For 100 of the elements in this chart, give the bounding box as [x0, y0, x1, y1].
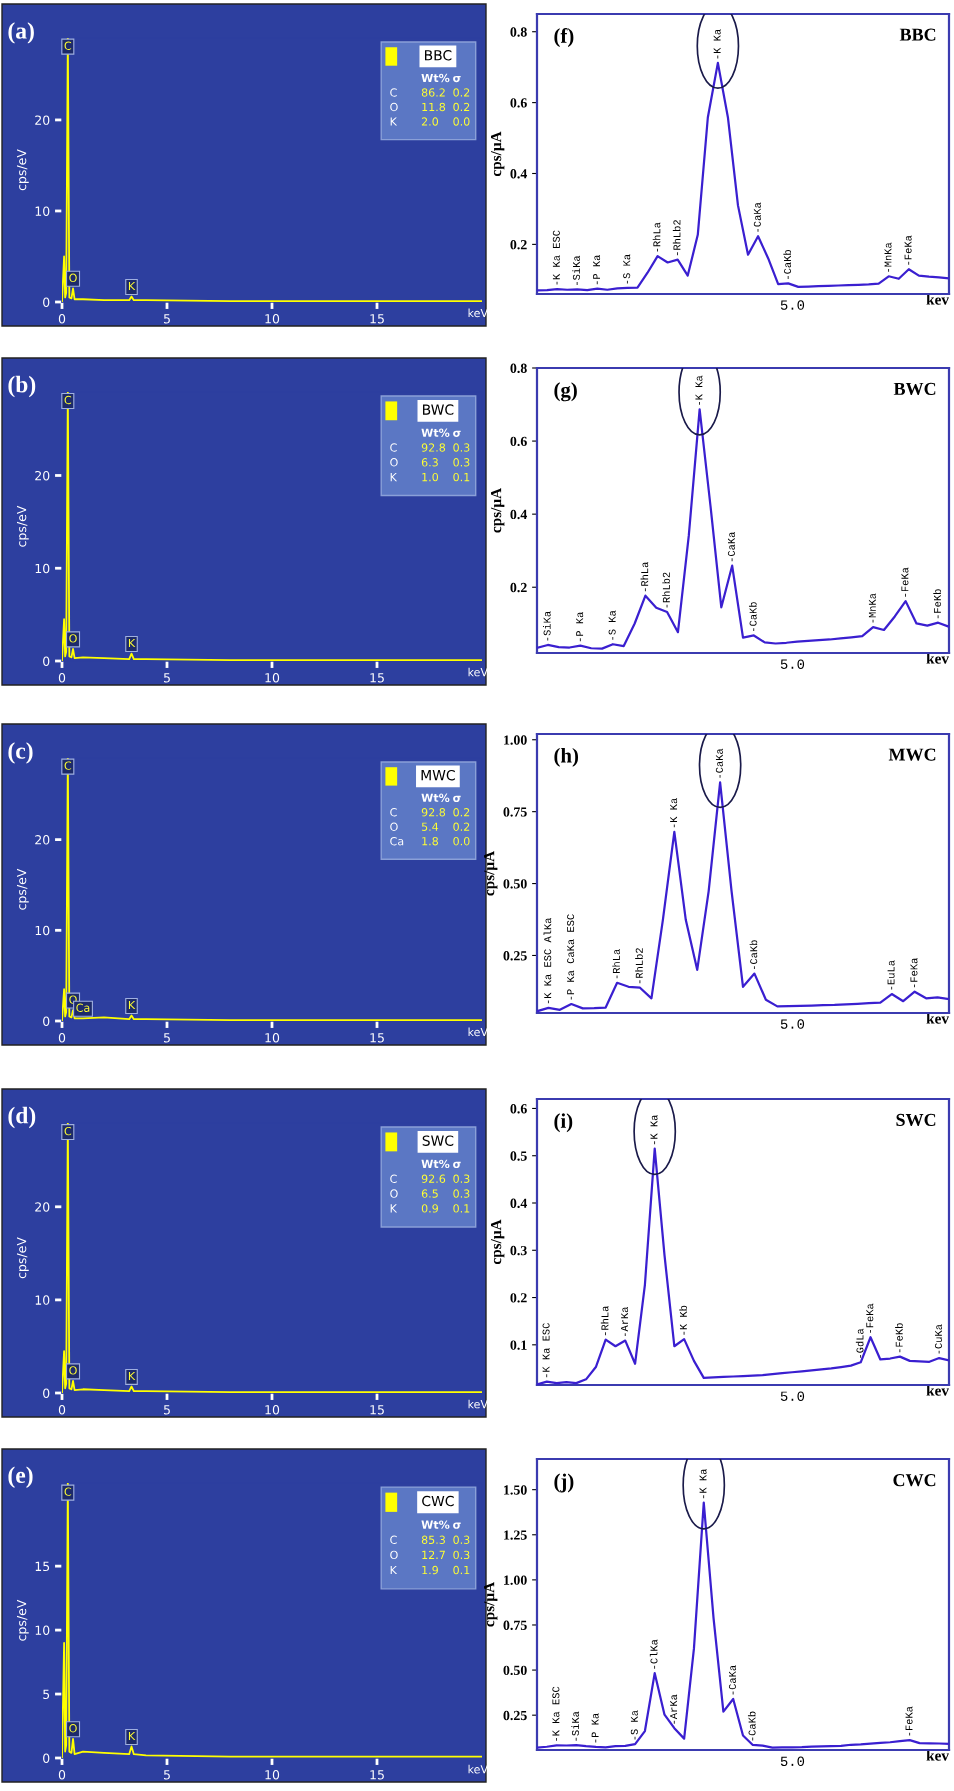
y-tick-label: 0.3 — [510, 1245, 527, 1256]
y-tick-label: 0 — [43, 297, 50, 307]
x-tick-label: 0 — [58, 1033, 66, 1043]
x-tick-label: 5 — [163, 314, 170, 324]
annotation: 0.3 — [453, 443, 470, 452]
y-tick-label: 0.2 — [510, 582, 527, 593]
annotation: -CaKa — [753, 202, 761, 232]
annotation: C — [64, 1126, 72, 1136]
y-axis-title: cps/eV — [17, 1237, 29, 1279]
annotation: 92.8 — [421, 443, 446, 452]
annotation: Wt% — [421, 793, 450, 802]
annotation: -CaKb — [749, 940, 758, 970]
annotation: 0.3 — [453, 1550, 470, 1560]
y-axis-title: cps/eV — [17, 505, 29, 547]
annotation: -P Ka CaKa ESC — [567, 914, 575, 1000]
y-tick-label: 15 — [35, 1561, 50, 1572]
y-tick-label: 10 — [35, 206, 50, 216]
x-tick-label: 5 — [163, 1033, 170, 1043]
annotation: -RhLb2 — [662, 572, 670, 608]
annotation: -RhLb2 — [672, 220, 681, 256]
annotation: K — [390, 1204, 398, 1213]
annotation: -RhLa — [612, 949, 620, 979]
x-tick-label: 15 — [370, 314, 384, 324]
x-axis-title: keV — [468, 667, 488, 677]
chart-title: (d) — [8, 1106, 36, 1129]
annotation: O — [69, 1724, 77, 1733]
annotation: -FeKa — [901, 567, 909, 597]
annotation: 0.2 — [453, 88, 470, 97]
y-axis-title: cps/μA — [491, 488, 505, 533]
y-axis-title: cps/eV — [17, 149, 29, 191]
y-tick-label: 1.50 — [504, 1485, 527, 1495]
annotation: -CaKb — [783, 250, 792, 279]
y-tick-label: 20 — [35, 115, 50, 125]
annotation: -SiKa — [572, 255, 580, 285]
y-tick-label: 0.8 — [510, 27, 527, 37]
x-tick-label: 10 — [265, 314, 280, 324]
x-tick-label: 5 — [163, 1405, 170, 1415]
text: 5.0 — [780, 300, 805, 310]
x-axis-title: keV — [468, 1399, 488, 1409]
annotation: 1.8 — [422, 836, 439, 846]
y-tick-label: 0.4 — [510, 169, 528, 179]
annotation: -CaKb — [747, 1711, 756, 1741]
annotation: σ — [453, 1522, 461, 1529]
annotation: O — [390, 822, 398, 831]
annotation: SWC — [896, 1113, 936, 1127]
annotation: -CaKa — [715, 748, 723, 778]
annotation: 0.9 — [421, 1204, 438, 1213]
text: (f) — [554, 28, 574, 48]
y-tick-label: 0.6 — [510, 1104, 527, 1114]
annotation: K — [128, 1371, 136, 1381]
annotation: O — [69, 273, 77, 283]
annotation: O — [390, 458, 398, 467]
annotation: -K Kb — [679, 1305, 687, 1335]
annotation: 1.0 — [422, 472, 439, 482]
annotation: 0.0 — [453, 117, 470, 126]
annotation: BWC — [893, 382, 936, 396]
annotation: -ArKa — [621, 1306, 629, 1337]
y-tick-label: 0.2 — [510, 239, 527, 250]
annotation: C — [390, 1535, 397, 1544]
annotation: -FeKa — [905, 1706, 913, 1736]
text: 5.0 — [780, 1019, 805, 1029]
y-tick-label: 0 — [43, 1753, 50, 1763]
y-tick-label: 0 — [43, 656, 50, 666]
x-tick-label: 10 — [265, 673, 280, 683]
annotation: σ — [453, 430, 461, 437]
annotation: Ca — [76, 1003, 90, 1012]
annotation: -EuLa — [887, 960, 895, 990]
x-axis-title: keV — [468, 308, 488, 318]
y-tick-label: 10 — [35, 1295, 50, 1305]
annotation: O — [390, 1550, 398, 1560]
legend-label: MWC — [421, 769, 455, 781]
annotation: 0.3 — [453, 1174, 470, 1183]
annotation: C — [64, 41, 72, 50]
legend-label: BWC — [423, 404, 454, 415]
annotation: 5.4 — [421, 822, 439, 831]
annotation: 0.3 — [453, 458, 470, 467]
annotation: MWC — [888, 748, 936, 761]
annotation: O — [390, 1189, 398, 1198]
annotation: Wt% — [421, 73, 450, 83]
annotation: -P Ka — [593, 255, 601, 285]
x-axis-title: kev — [926, 1013, 949, 1024]
annotation: 2.0 — [421, 117, 439, 126]
annotation: 0.2 — [453, 822, 470, 831]
y-tick-label: 0.25 — [503, 951, 527, 961]
annotation: -K Ka — [699, 1468, 707, 1499]
annotation: σ — [453, 75, 461, 83]
annotation: -RhLa — [652, 222, 661, 252]
annotation: K — [128, 281, 136, 291]
y-tick-label: 0.50 — [503, 1665, 527, 1676]
y-tick-label: 0.6 — [510, 98, 527, 108]
annotation: 92.8 — [421, 808, 446, 817]
annotation: -MnKa — [868, 593, 876, 623]
x-axis-title: kev — [926, 1750, 949, 1761]
y-tick-label: 0.2 — [510, 1293, 527, 1303]
annotation: C — [390, 88, 397, 97]
text: (h) — [554, 747, 579, 767]
annotation: -FeKa — [910, 958, 918, 988]
annotation: K — [390, 117, 398, 126]
annotation: 85.3 — [421, 1535, 445, 1544]
x-axis-title: keV — [468, 1027, 488, 1037]
